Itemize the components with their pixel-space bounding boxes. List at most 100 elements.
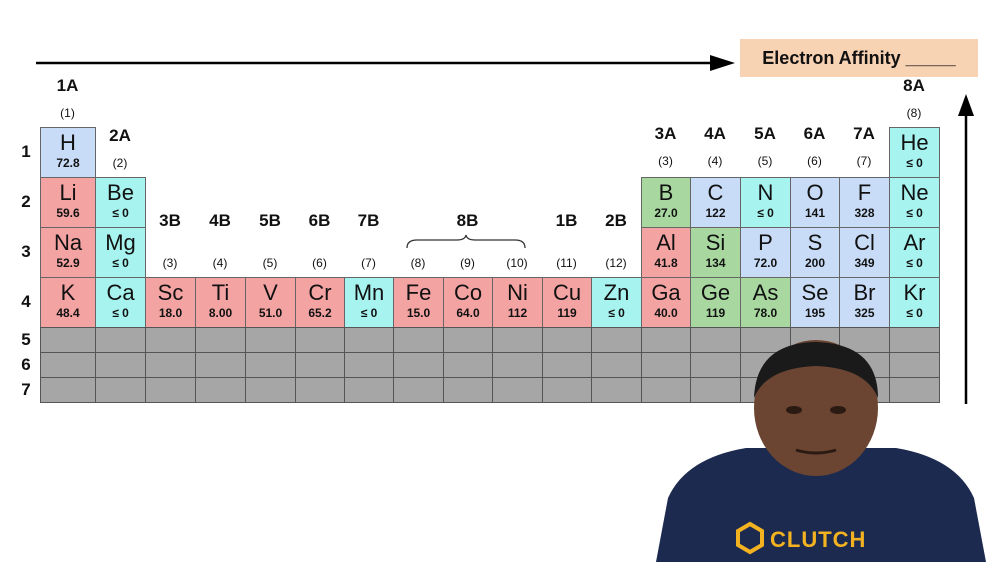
element-cell-ca: Ca ≤ 0	[95, 277, 146, 328]
element-symbol: Al	[656, 230, 676, 255]
element-symbol: Co	[453, 280, 483, 305]
element-cell-k: K 48.4	[40, 277, 96, 328]
element-cell-kr: Kr ≤ 0	[889, 277, 940, 328]
empty-cell	[295, 327, 345, 353]
empty-cell	[443, 352, 493, 378]
period-label: 5	[21, 329, 31, 349]
empty-cell	[145, 352, 196, 378]
group-number: (10)	[506, 256, 528, 270]
element-symbol: P	[758, 230, 773, 255]
period-label: 7	[21, 379, 31, 399]
empty-cell	[393, 377, 444, 403]
element-cell-ga: Ga 40.0	[641, 277, 691, 328]
group-number: (1)	[60, 106, 75, 120]
group-label: 2A	[109, 126, 131, 145]
empty-cell	[295, 352, 345, 378]
element-cell-c: C 122	[690, 177, 741, 228]
electron-affinity-value: 119	[557, 306, 577, 320]
empty-cell	[393, 327, 444, 353]
group-number: (11)	[556, 256, 577, 270]
element-cell-p: P 72.0	[740, 227, 791, 278]
element-cell-mg: Mg ≤ 0	[95, 227, 146, 278]
period-label: 2	[21, 192, 31, 211]
element-cell-zn: Zn ≤ 0	[591, 277, 642, 328]
electron-affinity-value: 48.4	[56, 306, 80, 320]
electron-affinity-value: 18.0	[158, 306, 183, 320]
element-symbol: C	[707, 180, 724, 205]
element-cell-ne: Ne ≤ 0	[889, 177, 940, 228]
electron-affinity-value: ≤ 0	[112, 256, 129, 270]
element-symbol: Se	[801, 280, 829, 305]
empty-cell	[443, 377, 493, 403]
empty-cell	[40, 377, 96, 403]
horizontal-arrow-icon	[36, 55, 735, 71]
empty-cell	[245, 352, 296, 378]
clutch-logo-text: CLUTCH	[770, 527, 867, 552]
group-label: 5B	[259, 211, 281, 230]
group-label: 8A	[903, 76, 925, 95]
element-cell-v: V 51.0	[245, 277, 296, 328]
element-symbol: Be	[107, 180, 134, 205]
presenter-image	[656, 340, 986, 562]
element-symbol: As	[752, 280, 779, 305]
empty-cell	[591, 327, 642, 353]
empty-cell	[393, 352, 444, 378]
group-number: (6)	[312, 256, 327, 270]
group-8b-brace	[406, 234, 526, 249]
electron-affinity-value: 349	[854, 256, 875, 270]
group-number: (7)	[856, 154, 872, 168]
period-label: 6	[21, 354, 31, 374]
electron-affinity-value: ≤ 0	[112, 306, 129, 320]
element-cell-br: Br 325	[839, 277, 890, 328]
group-number: (12)	[605, 256, 627, 270]
group-label: 6B	[308, 211, 331, 230]
electron-affinity-value: 72.0	[753, 256, 778, 270]
electron-affinity-value: 40.0	[654, 306, 678, 320]
empty-cell	[195, 377, 246, 403]
empty-cell	[690, 377, 741, 403]
group-label: 5A	[754, 124, 776, 143]
electron-affinity-value: ≤ 0	[608, 306, 625, 320]
electron-affinity-value: ≤ 0	[906, 306, 923, 320]
group-number: (8)	[410, 256, 426, 270]
element-cell-cr: Cr 65.2	[295, 277, 345, 328]
empty-cell	[245, 327, 296, 353]
element-cell-ge: Ge 119	[690, 277, 741, 328]
electron-affinity-value: 328	[854, 206, 875, 220]
element-cell-fe: Fe 15.0	[393, 277, 444, 328]
empty-cell	[344, 327, 394, 353]
element-cell-ni: Ni 112	[492, 277, 543, 328]
group-label: 8B	[456, 211, 479, 230]
group-number: (5)	[757, 154, 773, 168]
element-symbol: Ca	[106, 280, 135, 305]
empty-cell	[492, 377, 543, 403]
element-symbol: Ge	[700, 280, 731, 305]
group-label: 4A	[704, 124, 726, 143]
element-symbol: Kr	[903, 280, 926, 305]
element-cell-al: Al 41.8	[641, 227, 691, 278]
empty-cell	[344, 377, 394, 403]
period-label: 3	[21, 242, 31, 261]
element-symbol: Ni	[507, 280, 528, 305]
electron-affinity-value: ≤ 0	[757, 206, 774, 220]
element-cell-s: S 200	[790, 227, 840, 278]
group-number: (9)	[460, 256, 475, 270]
period-label: 4	[21, 292, 31, 311]
electron-affinity-value: 72.8	[56, 156, 80, 170]
group-label: 6A	[803, 124, 826, 143]
element-cell-co: Co 64.0	[443, 277, 493, 328]
electron-affinity-value: ≤ 0	[112, 206, 129, 220]
group-label: 7B	[357, 211, 380, 230]
element-cell-n: N ≤ 0	[740, 177, 791, 228]
element-symbol: Zn	[603, 280, 630, 305]
element-symbol: O	[806, 180, 824, 205]
group-number: (8)	[906, 106, 922, 120]
element-cell-si: Si 134	[690, 227, 741, 278]
electron-affinity-value: ≤ 0	[360, 306, 378, 320]
element-cell-na: Na 52.9	[40, 227, 96, 278]
group-number: (3)	[658, 154, 673, 168]
element-symbol: Fe	[405, 280, 432, 305]
empty-cell	[145, 377, 196, 403]
empty-cell	[245, 377, 296, 403]
empty-cell	[95, 327, 146, 353]
